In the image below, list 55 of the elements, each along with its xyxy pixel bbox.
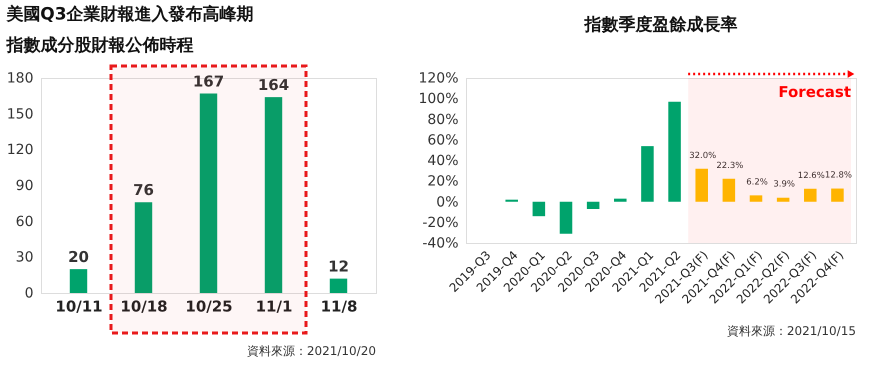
y-tick-label: 90 [16, 178, 34, 194]
data-label: 76 [133, 181, 154, 200]
chart-subtitle: 指數成分股財報公佈時程 [5, 36, 194, 56]
bar [70, 269, 88, 293]
x-tick-label: 10/11 [55, 298, 103, 316]
chart-title: 指數季度盈餘成長率 [584, 15, 738, 36]
data-label: 22.3% [716, 160, 744, 171]
y-tick-label: 60 [16, 214, 34, 230]
bar [722, 178, 736, 202]
data-label: 6.2% [746, 177, 768, 188]
y-tick-label: 120 [6, 142, 34, 158]
data-label: 167 [192, 72, 224, 91]
data-label: 164 [258, 76, 290, 94]
bar [641, 146, 654, 202]
bar [695, 168, 708, 202]
source-note: 資料來源：2021/10/20 [246, 344, 376, 358]
x-tick-label: 11/1 [256, 298, 292, 316]
band-label: Forecast [778, 83, 851, 101]
y-tick-label: 80% [427, 112, 458, 128]
y-tick-label: 180 [6, 70, 34, 86]
bar [668, 102, 681, 202]
x-tick-label: 11/8 [320, 298, 358, 316]
y-tick-label: 0 [24, 286, 34, 302]
y-tick-label: -20% [422, 214, 458, 231]
y-tick-label: -40% [422, 236, 458, 252]
bar [831, 188, 844, 202]
bar [750, 195, 762, 202]
data-label: 32.0% [689, 150, 716, 161]
y-tick-label: 120% [418, 70, 458, 86]
source-note: 資料來源：2021/10/15 [726, 324, 856, 338]
y-tick-label: 60% [427, 132, 458, 148]
bar [200, 94, 218, 293]
data-label: 20 [68, 248, 89, 266]
bar [586, 202, 600, 209]
bar [776, 198, 790, 202]
bar [614, 198, 627, 202]
data-label: 12 [328, 258, 349, 276]
chart-title: 美國Q3企業財報進入發布高峰期 [5, 4, 254, 24]
y-tick-label: 100% [418, 91, 458, 108]
x-tick-label: 10/25 [185, 298, 233, 316]
x-tick-label: 10/18 [120, 298, 168, 316]
y-tick-label: 150 [6, 106, 34, 122]
data-label: 3.9% [773, 180, 795, 190]
bar [264, 97, 282, 293]
bar [560, 202, 572, 234]
data-label: 12.6% [798, 170, 825, 181]
y-tick-label: 20% [427, 174, 458, 190]
y-tick-label: 0% [436, 194, 458, 210]
data-label: 12.8% [824, 170, 852, 181]
y-tick-label: 30 [16, 250, 34, 266]
bar [804, 188, 817, 202]
bar [134, 202, 152, 293]
bar [330, 278, 348, 293]
bar [532, 202, 546, 216]
y-tick-label: 40% [427, 153, 458, 169]
